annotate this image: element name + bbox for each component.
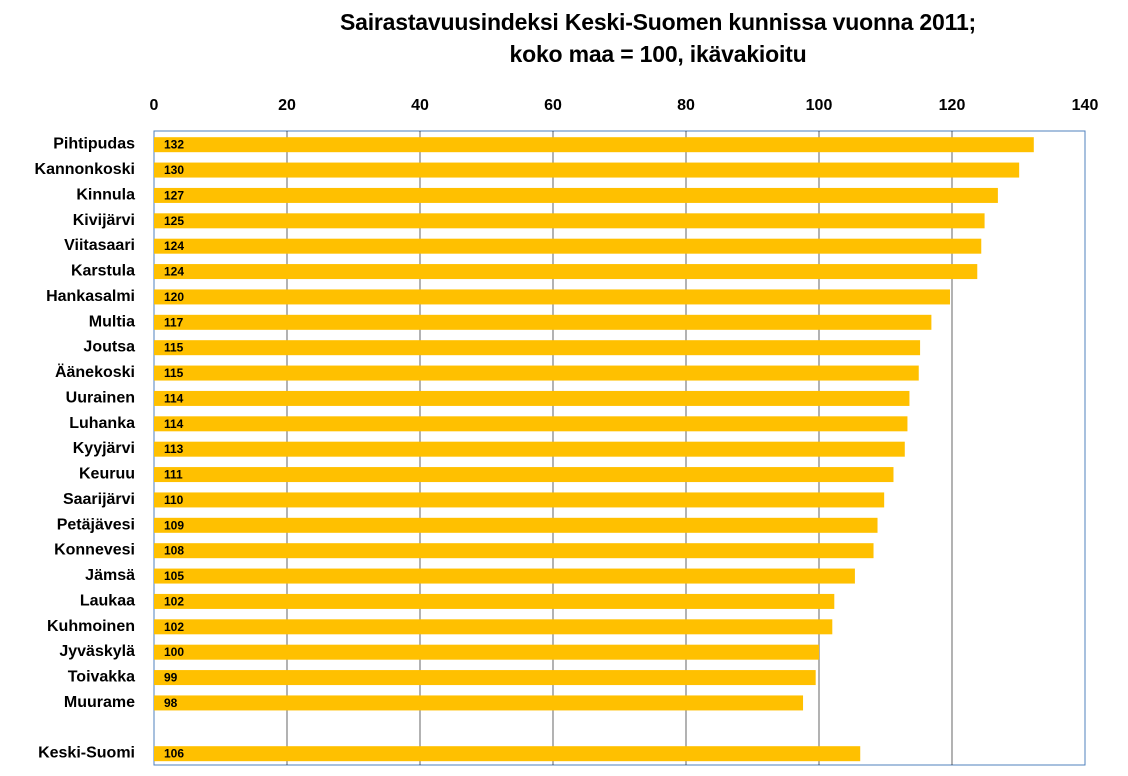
bar [154,619,833,635]
data-label: 113 [164,442,184,456]
category-label: Petäjävesi [57,516,135,533]
data-label: 125 [164,214,184,228]
bar [154,543,874,559]
category-label: Keski-Suomi [38,745,135,762]
bar [154,517,878,533]
data-label: 98 [164,696,178,710]
category-label: Kyyjärvi [73,440,135,457]
category-label: Kivijärvi [73,212,135,229]
bar [154,213,985,229]
x-tick-label-100: 100 [806,97,833,114]
category-label: Karstula [71,263,135,280]
data-label: 106 [164,747,184,761]
category-label: Konnevesi [54,542,135,559]
data-label: 99 [164,671,178,685]
bar [154,187,998,203]
bar [154,416,908,432]
category-label: Kuhmoinen [47,618,135,635]
category-label: Hankasalmi [46,288,135,305]
bar [154,162,1020,178]
bar [154,264,978,280]
bar [154,593,835,609]
x-tick-label-140: 140 [1072,97,1099,114]
data-label: 120 [164,290,184,304]
category-label: Kinnula [76,186,135,203]
category-label: Multia [89,313,135,330]
bar [154,746,861,762]
category-label: Äänekoski [55,363,135,381]
data-label: 114 [164,391,184,405]
bar [154,390,910,406]
data-label: 124 [164,265,184,279]
category-label: Pihtipudas [53,136,135,153]
bar [154,670,816,686]
data-label: 102 [164,594,184,608]
category-label: Keuruu [79,466,135,483]
x-tick-label-0: 0 [150,97,159,114]
data-label: 100 [164,645,184,659]
data-label: 102 [164,620,184,634]
category-label: Jyväskylä [59,643,135,660]
bar [154,644,819,660]
category-label: Saarijärvi [63,491,135,508]
data-label: 130 [164,163,184,177]
data-label: 108 [164,544,184,558]
bar [154,492,885,508]
category-label: Laukaa [80,592,135,609]
bar [154,695,804,711]
category-label: Viitasaari [64,237,135,254]
data-label: 115 [164,366,184,380]
x-tick-label-60: 60 [544,97,562,114]
bar [154,314,932,330]
category-label: Jämsä [85,567,135,584]
category-label: Uurainen [66,389,135,406]
chart-title-line-1: Sairastavuusindeksi Keski-Suomen kunniss… [339,9,976,35]
category-label: Toivakka [68,669,135,686]
bar [154,441,905,457]
bar [154,289,951,305]
x-tick-label-40: 40 [411,97,429,114]
chart-title-line-2: koko maa = 100, ikävakioitu [509,41,807,67]
chart-title: Sairastavuusindeksi Keski-Suomen kunniss… [0,6,1128,70]
bar [154,365,919,381]
data-label: 117 [164,315,184,329]
data-label: 127 [164,188,184,202]
category-label: Kannonkoski [35,161,135,178]
category-label: Luhanka [69,415,135,432]
bar [154,467,894,483]
bar [154,340,921,356]
category-label: Joutsa [83,339,135,356]
data-label: 132 [164,138,184,152]
data-label: 110 [164,493,184,507]
data-label: 124 [164,239,184,253]
data-label: 109 [164,518,184,532]
x-tick-label-80: 80 [677,97,695,114]
category-label: Muurame [64,694,135,711]
data-label: 111 [164,468,183,482]
data-label: 115 [164,341,184,355]
bar [154,568,855,584]
x-tick-label-20: 20 [278,97,296,114]
x-tick-label-120: 120 [939,97,966,114]
data-label: 114 [164,417,184,431]
bar [154,238,982,254]
bar [154,137,1034,153]
data-label: 105 [164,569,184,583]
